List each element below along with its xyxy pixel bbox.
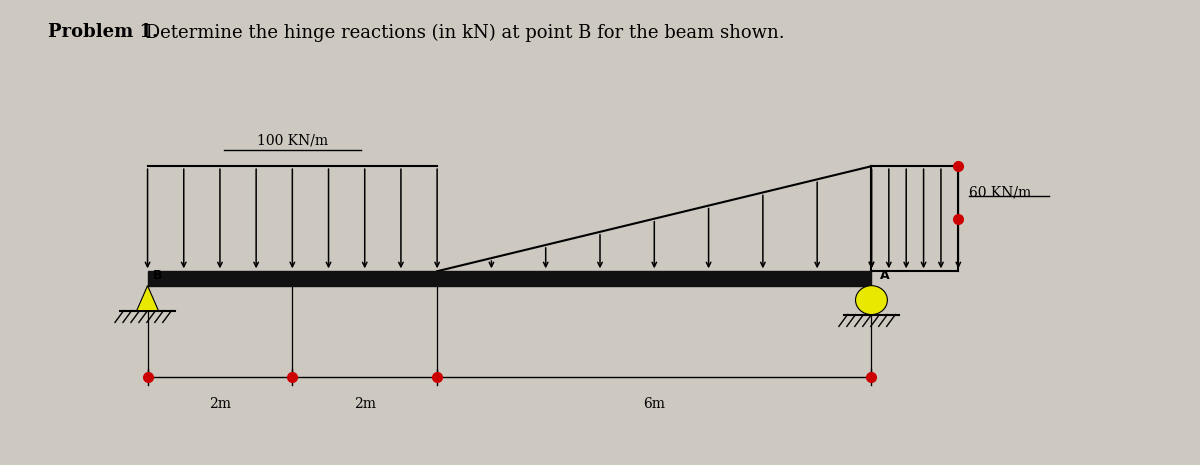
Polygon shape	[137, 286, 158, 311]
Text: 2m: 2m	[209, 397, 230, 411]
Text: 60 KN/m: 60 KN/m	[970, 186, 1032, 199]
Text: 6m: 6m	[643, 397, 665, 411]
Text: A: A	[880, 269, 889, 282]
Text: B: B	[154, 269, 163, 282]
Text: Determine the hinge reactions (in kN) at point B for the beam shown.: Determine the hinge reactions (in kN) at…	[140, 23, 785, 41]
Text: 2m: 2m	[354, 397, 376, 411]
Bar	[148, 271, 871, 286]
Text: Problem 1.: Problem 1.	[48, 23, 158, 41]
Text: 100 KN/m: 100 KN/m	[257, 134, 328, 148]
Circle shape	[856, 286, 887, 314]
